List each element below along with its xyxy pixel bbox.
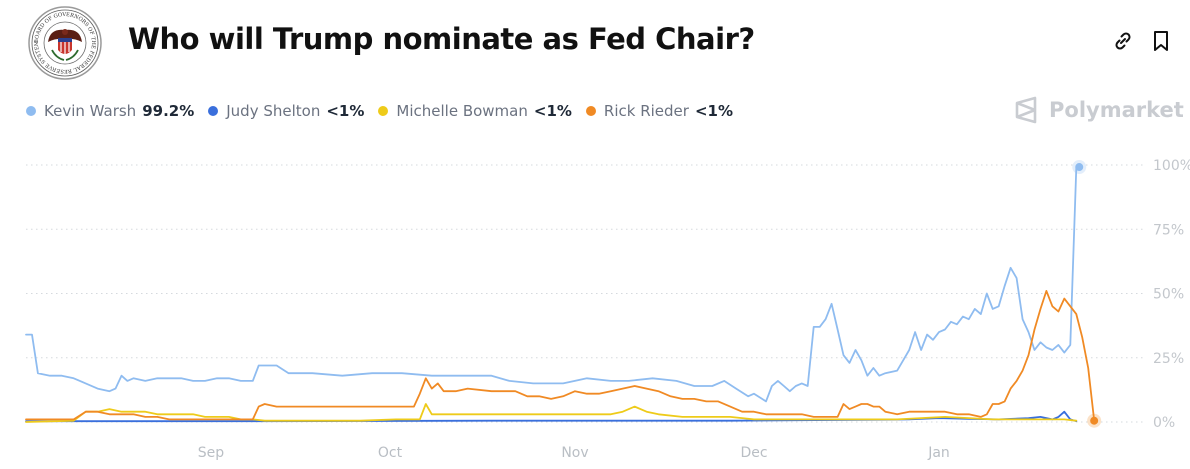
- polymarket-logo-icon: [1015, 96, 1037, 124]
- y-tick-label: 100%: [1153, 158, 1190, 174]
- series-line-michelle-bowman: [25, 403, 1078, 423]
- legend-value: <1%: [533, 102, 572, 120]
- link-icon: [1115, 32, 1131, 50]
- bookmark-button[interactable]: [1148, 28, 1174, 54]
- y-tick-label: 50%: [1153, 287, 1184, 303]
- chart-legend: Kevin Warsh 99.2% Judy Shelton <1% Miche…: [26, 100, 747, 122]
- series-line-kevin-warsh: [25, 166, 1081, 403]
- polymarket-brand: Polymarket: [1014, 96, 1184, 124]
- legend-value: <1%: [694, 102, 733, 120]
- x-tick-label: Sep: [198, 445, 225, 461]
- y-tick-label: 0%: [1153, 415, 1175, 431]
- legend-item-rick-rieder[interactable]: Rick Rieder <1%: [585, 102, 733, 120]
- legend-item-kevin-warsh[interactable]: Kevin Warsh 99.2%: [26, 102, 194, 120]
- legend-item-michelle-bowman[interactable]: Michelle Bowman <1%: [378, 102, 572, 120]
- y-tick-label: 25%: [1153, 351, 1184, 367]
- y-tick-label: 75%: [1153, 222, 1184, 238]
- legend-value: 99.2%: [142, 102, 195, 120]
- legend-label: Judy Shelton: [226, 102, 321, 120]
- x-tick-label: Dec: [740, 445, 767, 461]
- bookmark-icon: [1154, 31, 1168, 51]
- copy-link-button[interactable]: [1110, 28, 1136, 54]
- page-title: Who will Trump nominate as Fed Chair?: [128, 22, 755, 56]
- end-marker-dot: [1090, 416, 1099, 425]
- legend-value: <1%: [326, 102, 365, 120]
- legend-label: Kevin Warsh: [44, 102, 137, 120]
- federal-reserve-seal-logo: BOARD OF GOVERNORS OF THE FEDERAL RESERV…: [28, 6, 102, 80]
- probability-line-chart: 100% 75% 50% 25% 0% Sep Oct Nov Dec Jan: [25, 158, 1190, 461]
- legend-dot: [585, 106, 596, 116]
- end-marker-dot: [1075, 163, 1084, 172]
- legend-label: Rick Rieder: [603, 102, 689, 120]
- legend-item-judy-shelton[interactable]: Judy Shelton <1%: [208, 102, 364, 120]
- brand-name: Polymarket: [1049, 98, 1184, 122]
- series-line-rick-rieder: [25, 290, 1096, 422]
- legend-dot: [208, 106, 219, 116]
- x-tick-label: Jan: [927, 445, 950, 461]
- legend-label: Michelle Bowman: [396, 102, 528, 120]
- x-tick-label: Oct: [378, 445, 403, 461]
- legend-dot: [378, 106, 389, 116]
- x-tick-label: Nov: [561, 445, 588, 461]
- legend-dot: [26, 106, 36, 116]
